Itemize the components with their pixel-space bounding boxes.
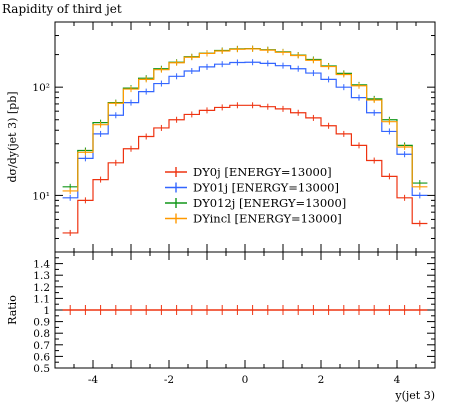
series-3 [62, 45, 428, 194]
ratio-y-tick-label: 0.7 [33, 340, 50, 352]
legend-label: DY0j [ENERGY=13000] [193, 165, 332, 179]
series-0 [62, 102, 428, 236]
ratio-y-tick-label: 0.5 [33, 363, 50, 375]
series-line [62, 48, 428, 192]
x-tick-label: -4 [88, 374, 99, 386]
legend: DY0j [ENERGY=13000]DY01j [ENERGY=13000]D… [165, 165, 346, 226]
x-axis-label: y(jet 3) [394, 389, 435, 402]
y-axis-label: dσ/dy(jet 3) [pb] [6, 91, 19, 182]
y-tick-label: 10¹ [32, 190, 50, 202]
ratio-y-tick-label: 1.3 [33, 270, 50, 282]
ratio-panel: 1.41.31.21.110.90.80.70.60.5 Ratio -4 -2 0 2 4… [6, 251, 436, 402]
ratio-y-tick-label: 1 [43, 305, 50, 317]
ratio-y-tick-label: 1.2 [33, 282, 50, 294]
x-tick-label: 2 [318, 374, 325, 386]
ratio-y-tick-label: 1.1 [33, 293, 50, 305]
x-tick-label: 4 [394, 374, 401, 386]
ratio-y-tick-label: 0.8 [33, 328, 50, 340]
legend-label: DY012j [ENERGY=13000] [193, 196, 346, 210]
y-tick-label: 10² [32, 82, 50, 94]
ratio-y-axis-label: Ratio [6, 295, 19, 325]
legend-label: DY01j [ENERGY=13000] [193, 181, 339, 195]
legend-label: DYincl [ENERGY=13000] [193, 212, 342, 226]
main-panel: 10² 10¹ dσ/dy(jet 3) [pb] [6, 21, 436, 253]
x-tick-label: -2 [164, 374, 174, 386]
ratio-y-tick-label: 0.9 [33, 317, 50, 329]
ratio-y-tick-label: 1.4 [33, 259, 50, 271]
x-tick-label: 0 [242, 374, 249, 386]
ratio-y-tick-label: 0.6 [33, 351, 50, 363]
series-line [62, 104, 428, 234]
chart-title: Rapidity of third jet [2, 2, 122, 16]
